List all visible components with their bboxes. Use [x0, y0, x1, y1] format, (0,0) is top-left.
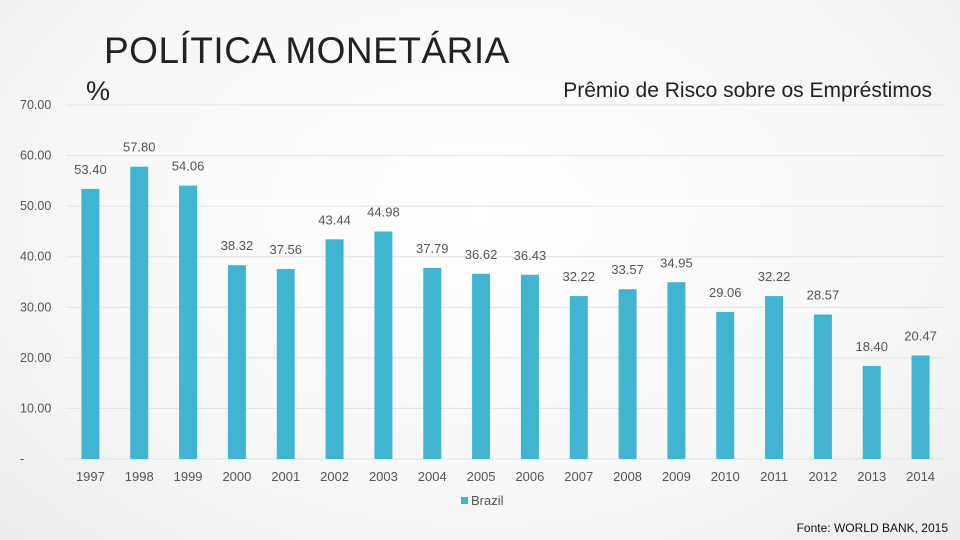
source-note: Fonte: WORLD BANK, 2015 [796, 521, 948, 535]
x-tick-label: 2012 [808, 469, 837, 484]
data-label: 54.06 [172, 159, 205, 174]
bar [423, 267, 442, 459]
x-tick-label: 2007 [564, 469, 593, 484]
data-label: 18.40 [855, 339, 888, 354]
bar [81, 188, 100, 459]
bar [716, 312, 735, 459]
data-label: 34.95 [660, 255, 693, 270]
bar [179, 185, 198, 460]
unit-label: % [86, 76, 111, 106]
data-label: 20.47 [904, 328, 937, 343]
legend-swatch [461, 497, 468, 504]
bar [667, 282, 686, 459]
chart-title: Prêmio de Risco sobre os Empréstimos [563, 79, 932, 102]
bar [569, 296, 588, 459]
y-tick-label: - [20, 452, 24, 466]
bar [227, 265, 246, 459]
legend-label: Brazil [471, 493, 504, 508]
x-tick-label: 2009 [662, 469, 691, 484]
data-label: 53.40 [74, 162, 107, 177]
y-tick-label: 60.00 [20, 149, 51, 163]
x-tick-label: 2005 [467, 469, 496, 484]
x-tick-label: 2013 [857, 469, 886, 484]
x-tick-label: 2010 [711, 469, 740, 484]
data-label: 33.57 [611, 262, 644, 277]
x-tick-label: 2014 [906, 469, 935, 484]
bar [374, 231, 393, 459]
x-tick-label: 2006 [515, 469, 544, 484]
x-tick-label: 2011 [760, 469, 788, 484]
data-label: 32.22 [562, 269, 595, 284]
x-tick-label: 2002 [320, 469, 349, 484]
legend: Brazil [461, 493, 504, 508]
data-label: 28.57 [807, 288, 840, 303]
data-label: 44.98 [367, 205, 400, 220]
bar [130, 166, 149, 459]
y-tick-label: 40.00 [20, 250, 51, 264]
bar [520, 274, 539, 459]
x-tick-label: 1999 [174, 469, 203, 484]
bar [813, 314, 832, 459]
x-tick-label: 2008 [613, 469, 642, 484]
y-tick-label: 70.00 [20, 98, 51, 112]
data-label: 37.79 [416, 241, 449, 256]
x-tick-label: 2001 [271, 469, 300, 484]
x-tick-label: 1998 [125, 469, 154, 484]
bar [618, 289, 637, 459]
x-tick-label: 1997 [76, 469, 105, 484]
bar [472, 273, 491, 459]
data-label: 36.43 [514, 248, 547, 263]
y-tick-label: 10.00 [20, 401, 51, 415]
data-label: 36.62 [465, 247, 498, 262]
bar [325, 239, 344, 459]
bar [862, 365, 881, 459]
x-tick-label: 2004 [418, 469, 447, 484]
y-tick-label: 20.00 [20, 351, 51, 365]
y-tick-label: 50.00 [20, 199, 51, 213]
data-label: 37.56 [269, 242, 302, 257]
data-label: 43.44 [318, 212, 351, 227]
y-tick-label: 30.00 [20, 300, 51, 314]
data-label: 29.06 [709, 285, 742, 300]
slide-title: POLÍTICA MONETÁRIA [104, 30, 510, 71]
data-label: 57.80 [123, 140, 156, 155]
data-label: 38.32 [221, 238, 254, 253]
x-tick-label: 2003 [369, 469, 398, 484]
data-label: 32.22 [758, 269, 791, 284]
x-tick-label: 2000 [222, 469, 251, 484]
bar [765, 296, 784, 459]
bar [276, 269, 295, 459]
bar [911, 355, 930, 459]
